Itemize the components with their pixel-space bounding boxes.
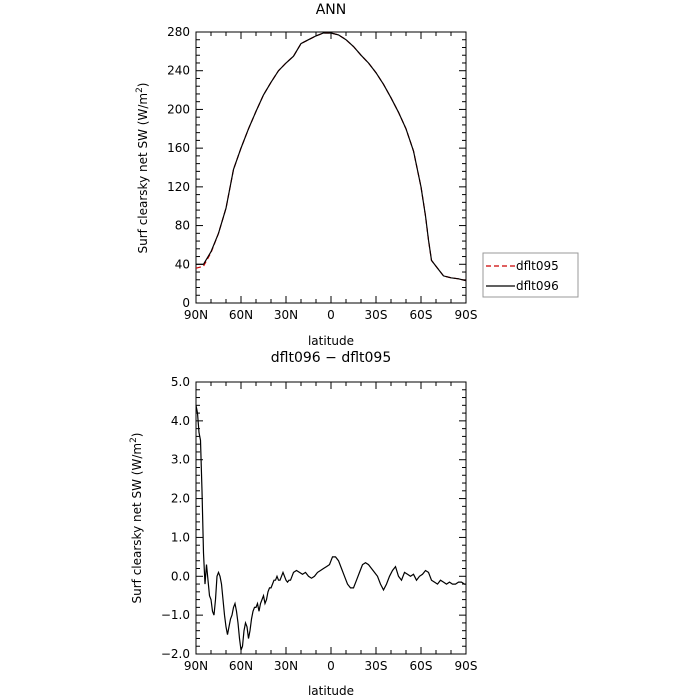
legend-label-dflt096: dflt096 [516,279,559,293]
bottom-x-axis-label: latitude [308,684,354,698]
top-x-tick-label: 30S [365,308,388,322]
legend-label-dflt095: dflt095 [516,259,559,273]
bottom-series-group [195,405,466,651]
top-ticks: 90N 60N 30N 0 30S 60S 90S 0 40 80 120 160 200 240 280 [167,25,477,322]
bottom-ticks: 90N 60N 30N 0 30S 60S 90S −2.0 −1.0 0.0 1.0 2.0 3.0 4… [161,375,478,673]
bottom-chart: dflt096 − dflt095 90N 60N 30N 0 30S 60S 90S −2.… [129,350,477,698]
bottom-y-tick-label: 5.0 [171,375,190,389]
bottom-y-tick-label: 0.0 [171,569,190,583]
bottom-x-tick-label: 90S [455,659,478,673]
bottom-x-tick-label: 0 [327,659,335,673]
top-chart-title: ANN [316,2,347,18]
top-y-tick-label: 240 [167,64,190,78]
top-series-group [195,32,467,282]
bottom-y-tick-label: 2.0 [171,492,190,506]
top-y-tick-label: 0 [182,296,190,310]
top-chart: ANN 90N 60N 30N 0 30S 60S 90S 0 40 80 120 160 200 240… [135,2,477,348]
top-y-tick-label: 200 [167,102,190,116]
top-x-tick-label: 60N [229,308,253,322]
bottom-y-tick-label: −2.0 [161,647,190,661]
bottom-series-line-0 [195,405,466,651]
top-y-tick-label: 280 [167,25,190,39]
top-y-axis-label: Surf clearsky net SW (W/m2) [135,83,150,254]
top-x-tick-label: 30N [274,308,298,322]
bottom-y-axis-label: Surf clearsky net SW (W/m2) [129,433,144,604]
bottom-y-tick-label: −1.0 [161,608,190,622]
legend-box [482,252,579,298]
bottom-x-tick-label: 90N [184,659,208,673]
bottom-y-tick-label: 4.0 [171,414,190,428]
top-y-tick-label: 80 [175,219,190,233]
top-series-line-1 [196,32,467,282]
top-series-line-0 [195,32,467,282]
bottom-x-tick-label: 30S [365,659,388,673]
top-y-tick-label: 120 [167,180,190,194]
top-x-tick-label: 90S [455,308,478,322]
top-x-tick-label: 60S [410,308,433,322]
bottom-x-tick-label: 60S [410,659,433,673]
bottom-y-tick-label: 3.0 [171,453,190,467]
top-y-tick-label: 160 [167,141,190,155]
bottom-x-tick-label: 30N [274,659,298,673]
top-y-tick-label: 40 [175,257,190,271]
legend: dflt095 dflt096 [482,252,579,298]
top-x-tick-label: 0 [327,308,335,322]
top-x-tick-label: 90N [184,308,208,322]
top-plot-frame [195,31,467,304]
bottom-x-tick-label: 60N [229,659,253,673]
top-x-axis-label: latitude [308,334,354,348]
bottom-y-tick-label: 1.0 [171,530,190,544]
bottom-chart-title: dflt096 − dflt095 [271,350,391,366]
